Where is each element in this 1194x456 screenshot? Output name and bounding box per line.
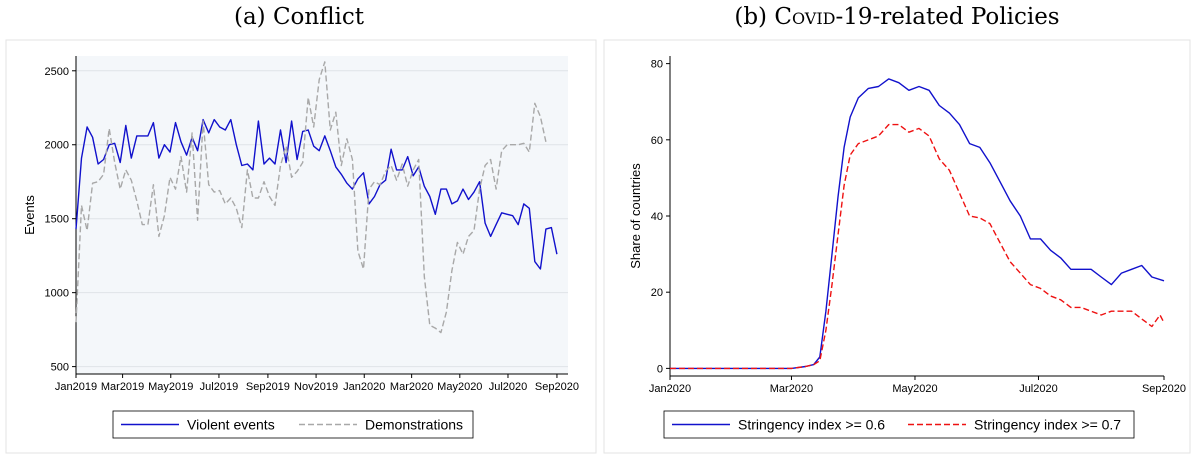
chart-b-x-tick-label: May2020 [892, 383, 937, 395]
chart-a-series-line-1 [75, 118, 558, 270]
covid-small-caps: Covid [774, 4, 836, 30]
chart-a-legend-label-2: Demonstrations [365, 417, 463, 433]
chart-b-y-tick-label: 60 [651, 135, 663, 147]
chart-a-x-tick-label: Sep2020 [535, 381, 579, 393]
chart-a-plot-area [76, 56, 568, 374]
chart-b-y-tick-label: 40 [651, 211, 663, 223]
chart-a-series-line-2 [75, 61, 547, 334]
chart-b-title: (b) Covid-19-related Policies [734, 4, 1060, 30]
chart-a-x-tick-label: Mar2020 [390, 381, 433, 393]
chart-b-legend: Stringency index >= 0.6 Stringency index … [663, 410, 1135, 439]
chart-a-x-tick-label: Nov2019 [294, 381, 338, 393]
chart-b-x-tick-label: Sep2020 [1142, 383, 1186, 395]
chart-b-legend-label-1: Stringency index >= 0.6 [738, 417, 885, 433]
chart-a-x-tick-label: May2019 [148, 381, 193, 393]
chart-b-x-tick-label: Jan2020 [649, 383, 691, 395]
chart-a-y-axis-label: Events [22, 195, 37, 235]
chart-a-x-tick-label: Jul2020 [489, 381, 528, 393]
chart-b-series-line-1 [670, 78, 1165, 370]
chart-a-x-tick-label: Mar2019 [101, 381, 144, 393]
chart-a-y-tick-label: 2000 [45, 140, 69, 152]
chart-b-series-line-2 [670, 123, 1165, 370]
chart-b-legend-label-2: Stringency index >= 0.7 [974, 417, 1121, 433]
chart-b-y-tick-label: 0 [657, 363, 663, 375]
chart-a-x-tick-label: Jan2019 [55, 381, 97, 393]
chart-a-legend: Violent events Demonstrations [112, 410, 474, 439]
chart-a-legend-label-1: Violent events [187, 417, 275, 433]
chart-a-y-tick-label: 1000 [45, 288, 69, 300]
chart-b-x-tick-label: Mar2020 [770, 383, 813, 395]
chart-a-y-tick-label: 2500 [45, 66, 69, 78]
chart-a-y-tick-label: 1500 [45, 214, 69, 226]
chart-a: 500 1000 1500 2000 2500 Jan2019 Mar2019 May2019… [5, 39, 597, 454]
chart-a-x-tick-label: Jan2020 [343, 381, 385, 393]
chart-a-title: (a) Conflict [233, 4, 365, 30]
chart-b-x-tick-label: Jul2020 [1019, 383, 1058, 395]
chart-a-x-tick-label: Sep2019 [246, 381, 290, 393]
chart-a-x-tick-label: Jul2019 [200, 381, 239, 393]
chart-b-y-tick-label: 80 [651, 59, 663, 71]
chart-b-y-tick-label: 20 [651, 287, 663, 299]
chart-a-y-tick-label: 500 [51, 362, 69, 374]
chart-b-plot-area [670, 56, 1164, 376]
chart-a-x-tick-label: May2020 [437, 381, 482, 393]
chart-b-y-axis-label: Share of countries [628, 163, 643, 269]
chart-b: 0 20 40 60 80 Jan2020 Mar2020 May2020 Jul2020 Sep… [603, 39, 1191, 454]
chart-b-legend-box [663, 410, 1135, 439]
